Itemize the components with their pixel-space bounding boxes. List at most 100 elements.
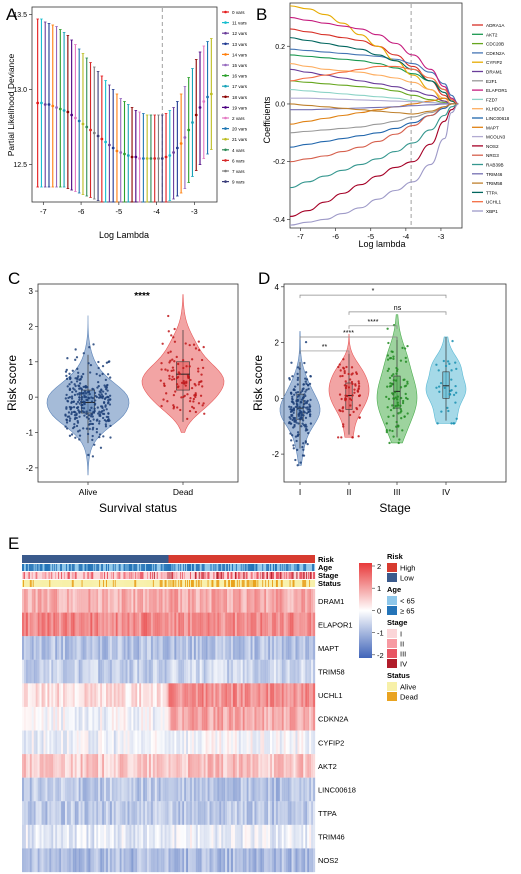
data-point <box>291 398 294 401</box>
heatmap-cell <box>250 824 253 849</box>
heatmap-cell <box>299 706 302 731</box>
heatmap-cell <box>63 659 66 684</box>
stage-cell <box>207 572 209 579</box>
age-cell <box>35 564 37 571</box>
status-cell <box>129 580 131 587</box>
stage-cell <box>59 572 61 579</box>
heatmap-cell <box>82 754 85 778</box>
heatmap-cell <box>297 777 300 802</box>
heatmap-cell <box>297 683 300 708</box>
heatmap-cell <box>266 683 269 708</box>
data-point <box>170 334 173 337</box>
heatmap-cell <box>63 730 66 755</box>
stage-cell <box>92 572 94 579</box>
heatmap-cell <box>178 683 181 708</box>
heatmap-cell <box>31 824 34 849</box>
heatmap-cell <box>25 612 29 637</box>
data-point <box>305 425 308 428</box>
heatmap-cell <box>180 683 183 708</box>
heatmap-cell <box>311 754 314 778</box>
status-cell <box>187 580 189 587</box>
heatmap-cell <box>225 848 228 873</box>
heatmap-cell <box>109 659 113 684</box>
data-point <box>65 393 68 397</box>
stage-cell <box>135 572 137 579</box>
heatmap-cell <box>53 801 56 825</box>
stage-cell <box>153 572 155 579</box>
heatmap-cell <box>258 730 261 755</box>
heatmap-cell <box>219 683 222 708</box>
heatmap-cell <box>193 659 196 684</box>
stage-cell <box>146 572 148 579</box>
heatmap-cell <box>176 730 179 755</box>
annotation-label: Stage <box>318 571 338 580</box>
age-cell <box>54 564 56 571</box>
heatmap-cell <box>203 824 206 849</box>
status-cell <box>139 580 141 587</box>
data-point <box>450 422 453 425</box>
heatmap-cell <box>111 777 114 802</box>
age-cell <box>84 564 86 571</box>
heatmap-cell <box>313 848 316 873</box>
heatmap-cell <box>201 824 204 849</box>
heatmap-cell <box>90 730 93 755</box>
heatmap-cell <box>63 848 66 873</box>
stage-cell <box>148 572 151 579</box>
heatmap-cell <box>186 706 189 731</box>
stage-cell <box>121 572 123 579</box>
heatmap-cell <box>189 801 193 825</box>
status-cell <box>158 580 160 587</box>
heatmap-cell <box>189 589 193 613</box>
heatmap-cell <box>201 683 204 708</box>
age-cell <box>197 564 199 571</box>
heatmap-cell <box>164 801 167 825</box>
heatmap-cell <box>207 848 210 873</box>
legend-dot <box>224 84 227 88</box>
cv-point <box>194 113 198 117</box>
status-cell <box>163 580 165 587</box>
heatmap-cell <box>291 636 294 660</box>
stage-cell <box>112 572 114 579</box>
heatmap-cell <box>43 636 46 660</box>
data-point <box>85 416 89 419</box>
gene-label: MAPT <box>318 644 339 653</box>
heatmap-cell <box>221 706 224 731</box>
heatmap-cell <box>256 636 259 660</box>
heatmap-cell <box>287 706 290 731</box>
data-point <box>306 399 309 403</box>
age-cell <box>181 564 183 571</box>
data-point <box>68 372 71 375</box>
heatmap-cell <box>250 777 253 802</box>
heatmap-cell <box>31 848 34 873</box>
stage-cell <box>71 572 73 579</box>
status-cell <box>273 580 275 587</box>
heatmap-cell <box>61 730 64 755</box>
age-cell <box>240 564 242 571</box>
data-point <box>303 361 306 365</box>
heatmap-cell <box>88 589 91 613</box>
comparison-bracket <box>348 311 447 315</box>
data-point <box>446 406 449 410</box>
heatmap-cell <box>119 824 122 849</box>
heatmap-cell <box>205 754 208 778</box>
heatmap-cell <box>256 589 259 613</box>
data-point <box>102 435 105 438</box>
heatmap-cell <box>227 612 230 637</box>
heatmap-cell <box>156 754 159 778</box>
status-cell <box>54 580 56 587</box>
stage-cell <box>208 572 210 579</box>
stage-cell <box>280 572 282 579</box>
heatmap-cell <box>195 848 198 873</box>
data-point <box>161 342 164 345</box>
stage-cell <box>43 572 45 579</box>
heatmap-cell <box>70 706 73 731</box>
heatmap-cell <box>66 659 70 684</box>
heatmap-cell <box>147 612 150 637</box>
heatmap-cell <box>217 589 220 613</box>
heatmap-cell <box>287 683 290 708</box>
data-point <box>395 369 399 373</box>
status-cell <box>194 580 196 587</box>
heatmap-cell <box>234 777 238 802</box>
heatmap-cell <box>117 612 120 637</box>
